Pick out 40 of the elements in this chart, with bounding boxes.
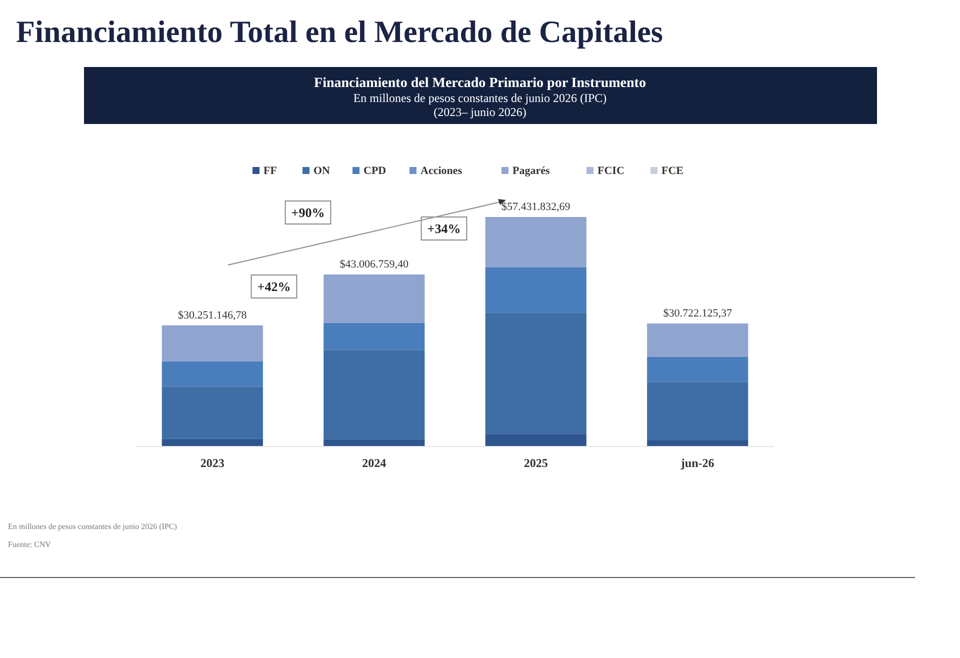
bar bbox=[485, 267, 586, 313]
text: En millones de pesos constantes de junio 2026 (IPC) bbox=[8, 522, 178, 531]
legend-label: Acciones bbox=[420, 165, 463, 177]
source-note: Fuente: CNV bbox=[8, 540, 52, 549]
annotation: $30.251.146,78 bbox=[178, 309, 248, 322]
x-tick-label: jun-26 bbox=[680, 456, 714, 470]
bar bbox=[647, 356, 748, 382]
annotation: $57.431.832,69 bbox=[501, 201, 571, 213]
x-tick-label: 2023 bbox=[200, 456, 224, 470]
chart-title: Financiamiento Total en el Mercado de Capitales bbox=[16, 14, 663, 49]
bar bbox=[162, 386, 263, 439]
bar bbox=[162, 438, 263, 446]
legend-label: FCE bbox=[662, 165, 684, 177]
annotation: $43.006.759,40 bbox=[340, 258, 410, 270]
legend-label: FCIC bbox=[598, 165, 624, 177]
bar bbox=[324, 322, 425, 350]
text: En millones de pesos constantes de junio 2026 (IPC) bbox=[353, 91, 607, 105]
x-tick-label: 2024 bbox=[362, 456, 386, 470]
bar bbox=[324, 350, 425, 440]
bar bbox=[324, 439, 425, 446]
annotation: $30.722.125,37 bbox=[663, 307, 732, 320]
bar bbox=[647, 323, 748, 357]
legend-label: ON bbox=[314, 165, 330, 177]
bar bbox=[647, 440, 748, 446]
bar bbox=[162, 325, 263, 362]
chart-subtitle: Financiamiento del Mercado Primario por Instrumento bbox=[314, 76, 646, 91]
annotation: +42% bbox=[257, 279, 291, 294]
text: (2023– junio 2026) bbox=[434, 105, 526, 119]
bar bbox=[324, 274, 425, 323]
bar bbox=[485, 217, 586, 268]
legend-label: Pagarés bbox=[512, 165, 550, 177]
annotation: +34% bbox=[427, 221, 461, 236]
x-tick-label: 2025 bbox=[524, 456, 548, 470]
bar bbox=[647, 382, 748, 440]
legend-label: CPD bbox=[364, 165, 386, 177]
bar bbox=[485, 312, 586, 434]
legend-label: FF bbox=[264, 165, 278, 177]
bar bbox=[162, 362, 263, 387]
annotation: +90% bbox=[291, 205, 325, 220]
bar bbox=[485, 434, 586, 446]
